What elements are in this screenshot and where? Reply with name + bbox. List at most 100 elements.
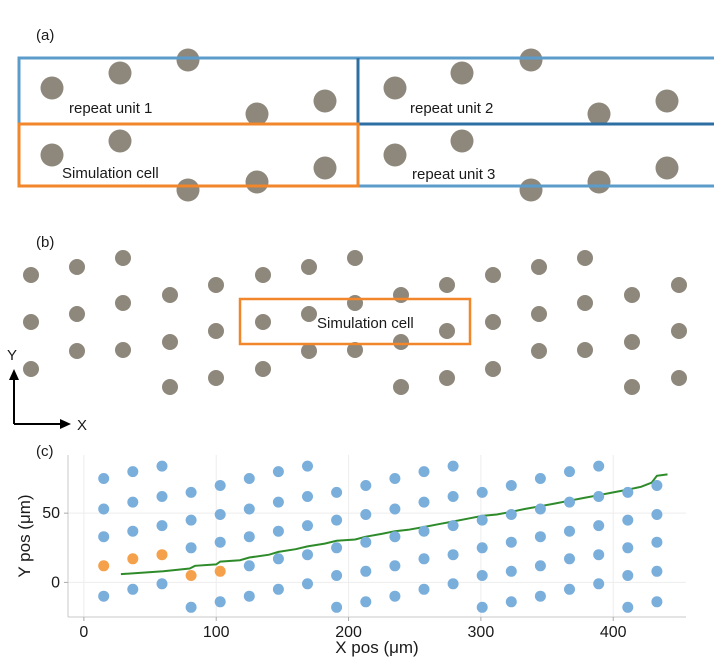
pillar: [176, 178, 200, 202]
pillar-point: [360, 596, 372, 608]
pillar: [23, 267, 39, 283]
pillar: [347, 342, 363, 358]
pillar: [108, 61, 132, 85]
pillar: [313, 156, 337, 180]
pillar: [587, 102, 611, 126]
pillar-point: [243, 473, 255, 484]
pillar-point: [476, 514, 488, 526]
pillar-point: [505, 596, 517, 608]
pillar: [485, 314, 501, 330]
pillar: [255, 314, 271, 330]
pillar: [115, 250, 131, 266]
simulation-cell-point: [214, 565, 226, 577]
pillar: [393, 287, 409, 303]
pillar-point: [593, 491, 605, 502]
axis-y-letter: Y: [7, 347, 17, 364]
simulation-cell-label-a: Simulation cell: [62, 165, 159, 182]
pillar-point: [534, 560, 546, 572]
pillar-point: [651, 480, 663, 491]
pillar-point: [622, 542, 634, 554]
pillar-point: [564, 553, 575, 565]
pillar-point: [302, 520, 313, 532]
y-axis-title: Y pos (μm): [15, 494, 34, 577]
pillar-point: [418, 496, 430, 508]
pillar-point: [302, 549, 313, 561]
pillar: [577, 342, 593, 358]
pillar-point: [243, 531, 255, 543]
pillar-point: [534, 590, 546, 602]
pillar: [577, 250, 593, 266]
pillar-point: [651, 596, 663, 608]
y-arrow-head: [9, 369, 19, 380]
pillar-point: [331, 514, 343, 526]
pillar-point: [505, 565, 517, 577]
pillar-point: [622, 570, 634, 581]
pillar-point: [447, 520, 459, 532]
x-tick-label: 400: [600, 624, 627, 641]
pillar: [208, 277, 224, 293]
pillar: [519, 48, 543, 72]
pillar-point: [127, 583, 139, 595]
pillar: [313, 89, 337, 113]
simulation-cell-point: [156, 549, 168, 561]
pillar-point: [302, 578, 313, 590]
pillar: [393, 379, 409, 395]
pillar: [208, 370, 224, 386]
pillar-point: [156, 578, 168, 590]
pillar: [108, 129, 132, 153]
x-tick-label: 0: [79, 624, 88, 641]
pillar-point: [622, 601, 634, 613]
pillar: [485, 267, 501, 283]
pillar: [301, 306, 317, 322]
pillar-point: [156, 520, 168, 532]
chart-points: [98, 460, 663, 613]
chart-grid: [68, 455, 686, 617]
pillar-point: [389, 503, 401, 515]
panel-a-pillars: [40, 48, 679, 202]
axis-x-letter: X: [77, 417, 87, 434]
pillar-point: [564, 496, 575, 508]
pillar-point: [360, 480, 372, 491]
x-tick-label: 300: [468, 624, 495, 641]
pillar: [624, 287, 640, 303]
pillar-point: [331, 570, 343, 581]
pillar-point: [185, 486, 197, 498]
pillar-point: [360, 509, 372, 520]
pillar-point: [476, 570, 488, 581]
x-tick-label: 100: [203, 624, 230, 641]
pillar-point: [243, 503, 255, 515]
pillar-point: [98, 531, 110, 543]
pillar: [450, 61, 474, 85]
pillar: [577, 295, 593, 311]
pillar-point: [505, 509, 517, 520]
panel-b-pillars: [23, 250, 687, 395]
pillar-point: [272, 583, 284, 595]
pillar-point: [564, 525, 575, 537]
pillar: [301, 343, 317, 359]
simulation-cell-box-b: [238, 297, 472, 346]
pillar: [162, 379, 178, 395]
trajectory-line: [120, 473, 668, 576]
pillar-point: [593, 520, 605, 532]
pillar: [40, 143, 64, 167]
y-tick-label: 50: [42, 505, 60, 522]
pillar-point: [156, 460, 168, 472]
pillar-point: [243, 560, 255, 572]
simulation-cell-label-b: Simulation cell: [317, 315, 414, 332]
pillar: [439, 323, 455, 339]
pillar-point: [272, 496, 284, 508]
pillar-point: [418, 583, 430, 595]
pillar-point: [98, 590, 110, 602]
pillar: [255, 267, 271, 283]
y-tick-label: 0: [51, 574, 60, 591]
pillar: [519, 178, 543, 202]
pillar-point: [534, 503, 546, 515]
repeat-unit-3-label: repeat unit 3: [412, 166, 495, 183]
pillar-point: [564, 583, 575, 595]
pillar: [393, 334, 409, 350]
pillar-point: [156, 491, 168, 502]
pillar-point: [651, 509, 663, 520]
pillar: [531, 343, 547, 359]
pillar-point: [447, 578, 459, 590]
